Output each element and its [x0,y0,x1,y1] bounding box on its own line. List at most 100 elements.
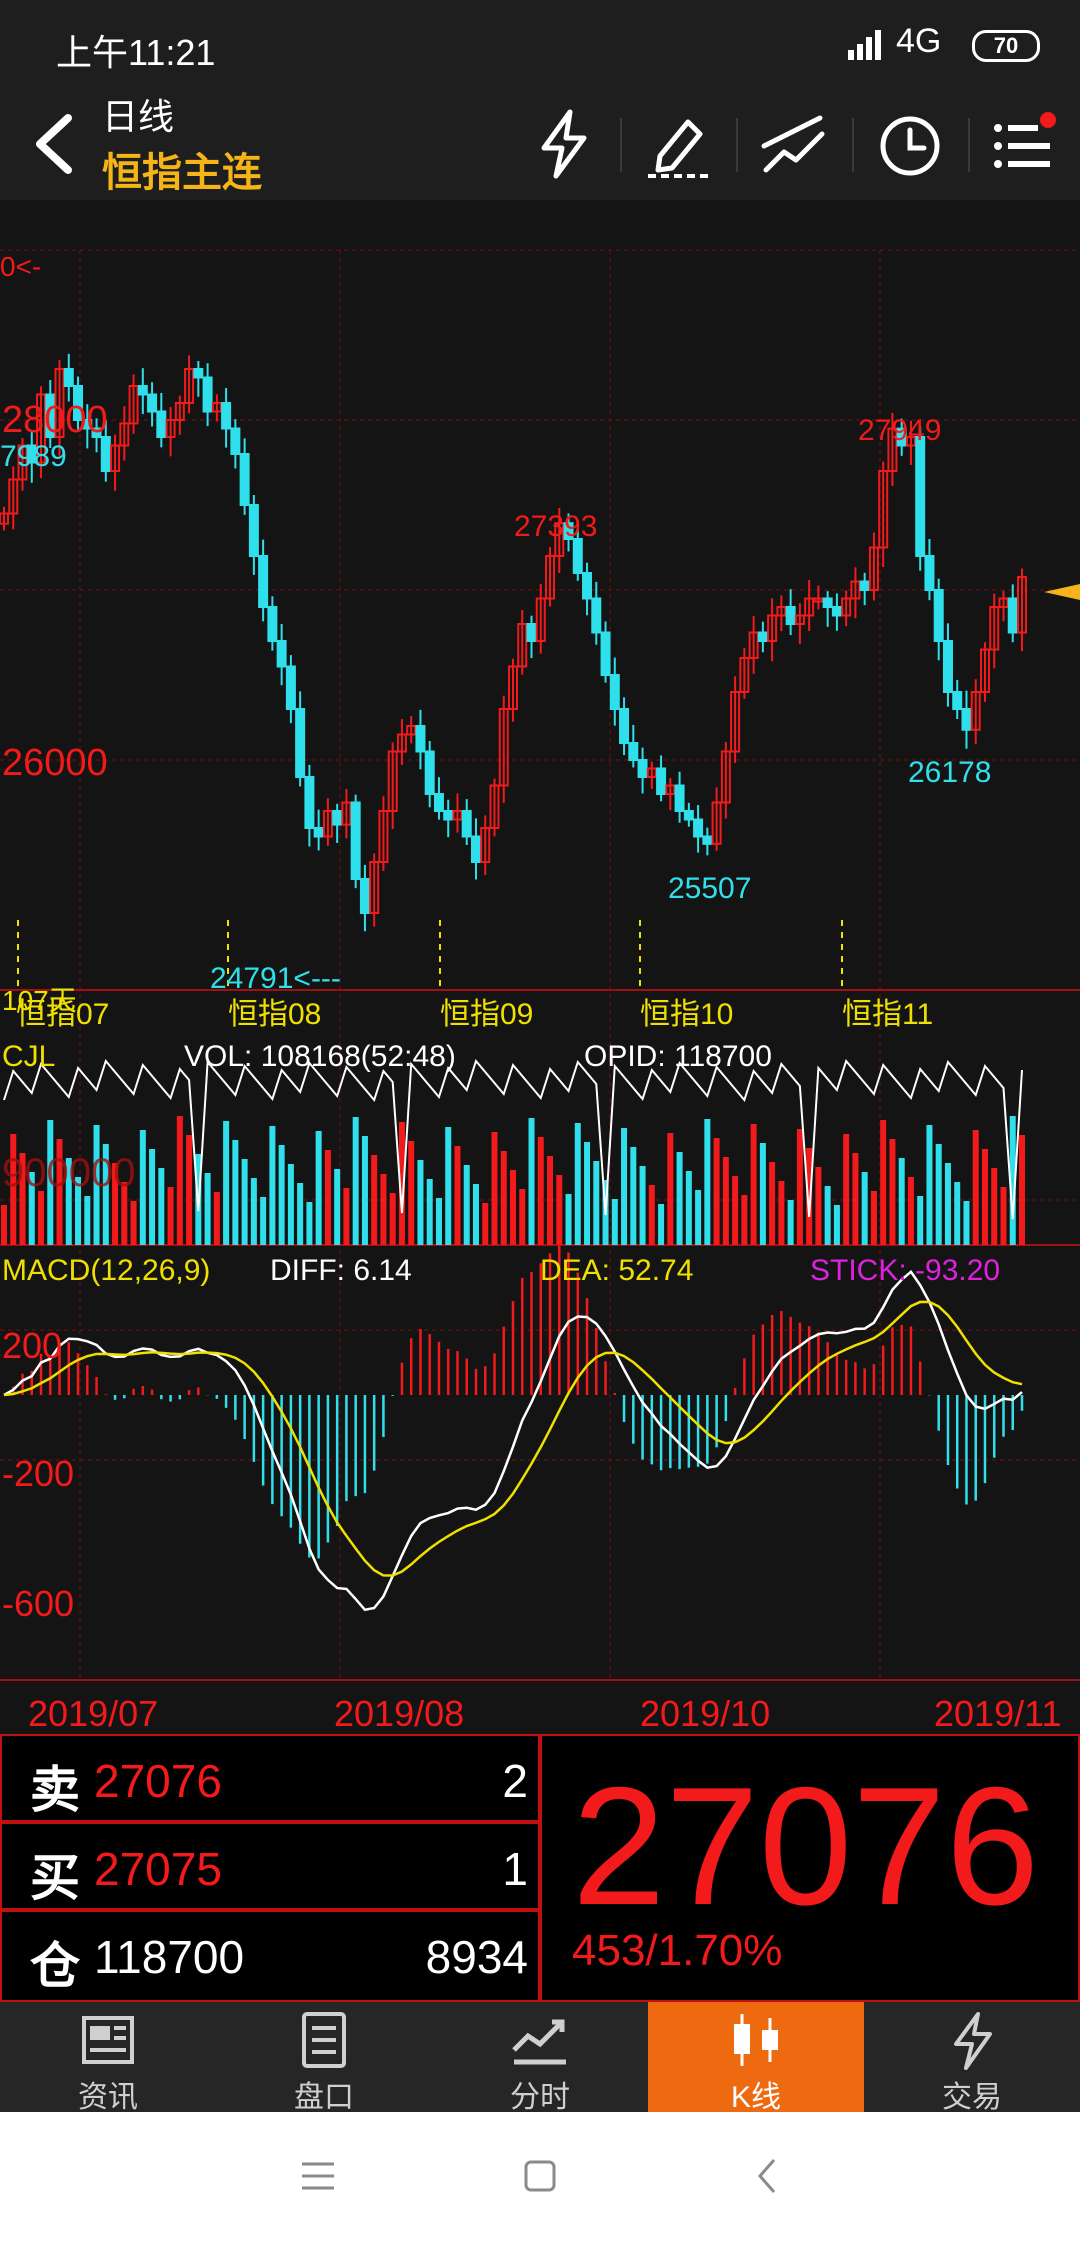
candle-body [202,376,213,413]
annotation-high-27949: 27949 [858,414,941,447]
macd-y-label-neg600: -600 [2,1583,74,1624]
date-label-2019-10: 2019/10 [640,1693,770,1734]
volume-bar [806,1148,813,1245]
volume-bar [269,1126,276,1245]
open-interest-row: 仓 118700 8934 [0,1910,540,2002]
candle-body [730,691,741,753]
buy-row[interactable]: 买 27075 1 [0,1822,540,1910]
candle-body [600,631,611,676]
candle-body [767,614,778,642]
open-interest-row-label: 仓 [30,1938,80,1994]
volume-bar [685,1171,692,1245]
candle-body [628,742,639,761]
candle-body [45,393,56,438]
orderbook-icon [302,2012,346,2068]
sell-qty: 2 [502,1755,528,1807]
status-time: 上午11:21 [56,32,216,73]
volume-bar [75,1177,82,1245]
volume-bar [574,1123,581,1245]
volume-bar [112,1163,119,1245]
lightning-icon[interactable] [526,106,602,182]
candle-body [369,861,380,914]
intraday-icon [512,2019,566,2065]
volume-bar [630,1147,637,1245]
buy-label: 买 [30,1850,80,1906]
volume-bar [500,1151,507,1245]
contract-roll-markers [17,920,843,990]
volume-bar [565,1194,572,1245]
date-label-2019-08: 2019/08 [334,1693,464,1734]
news-icon [82,2016,134,2064]
candle-body [979,648,990,693]
candle-body [804,597,815,617]
volume-bar [28,1172,35,1245]
signal-icon [848,30,881,60]
candle-body [313,827,324,838]
candle-body [535,597,546,642]
volume-bar [732,1176,739,1245]
tab-news[interactable]: 资讯 [0,2002,216,2114]
volume-bar [510,1170,516,1245]
volume-bar [547,1156,554,1245]
candle-body [193,368,204,379]
sell-row[interactable]: 卖 27076 2 [0,1734,540,1822]
tab-trade[interactable]: 交易 [864,2002,1080,2114]
volume-bar [898,1158,905,1245]
tab-intraday[interactable]: 分时 [432,2002,648,2114]
candle-body [359,878,370,914]
back-icon[interactable] [24,108,84,180]
candle-body [1017,576,1027,634]
chart-area[interactable]: 28000 26000 0<- 7989 27393 27949 25507 2… [0,200,1080,1734]
volume-bar [213,1192,220,1245]
candle-body [1007,597,1018,634]
candle-body [702,835,713,845]
macd-dea-line [3,1300,1023,1577]
volume-bar [426,1179,433,1245]
tab-label: 盘口 [294,2081,354,2114]
annotation-low-25507: 25507 [668,872,751,905]
candle-body [961,708,972,731]
tab-label: K线 [730,2081,781,2114]
candle-body [461,810,472,838]
volume-bar [408,1141,415,1245]
candle-body [674,784,685,812]
tab-orderbook[interactable]: 盘口 [216,2002,432,2114]
buy-qty: 1 [502,1843,528,1895]
home-icon[interactable] [522,2158,558,2194]
clock-icon[interactable] [872,106,948,182]
volume-bar [991,1168,998,1245]
volume-bar [880,1120,887,1245]
volume-bar [306,1202,313,1245]
sell-label: 卖 [30,1762,80,1818]
volume-bar [454,1146,461,1245]
volume-bar [1019,1135,1025,1245]
nav-back-icon[interactable] [752,2156,782,2196]
draw-lines-icon[interactable] [756,106,832,182]
volume-bar [389,1193,396,1245]
period-label[interactable]: 日线 [102,96,175,137]
volume-bar [56,1139,63,1245]
candle-body [952,691,963,710]
tab-kline[interactable]: K线 [648,2002,864,2114]
candle-body [915,436,926,557]
volume-bar [954,1182,961,1245]
volume-bar [223,1121,230,1245]
candle-body [433,793,444,812]
volume-bar [361,1136,368,1245]
open-interest-value: 118700 [94,1931,245,1983]
volume-bar [121,1182,128,1245]
price-label-28000: 28000 [2,399,108,441]
volume-bar [287,1164,294,1245]
candle-body [665,784,676,795]
volume-bar [695,1190,702,1245]
recents-menu-icon[interactable] [298,2158,338,2194]
candle-body [304,776,315,829]
menu-icon[interactable] [986,106,1062,182]
pen-icon[interactable] [640,106,716,182]
contract-title[interactable]: 恒指主连 [102,151,262,195]
volume-bar [907,1177,914,1245]
annotation-high-27393: 27393 [514,510,597,543]
candle-body [526,623,537,642]
kline-chart[interactable]: 28000 26000 0<- 7989 27393 27949 25507 2… [0,200,1080,1734]
volume-bar [102,1144,109,1245]
